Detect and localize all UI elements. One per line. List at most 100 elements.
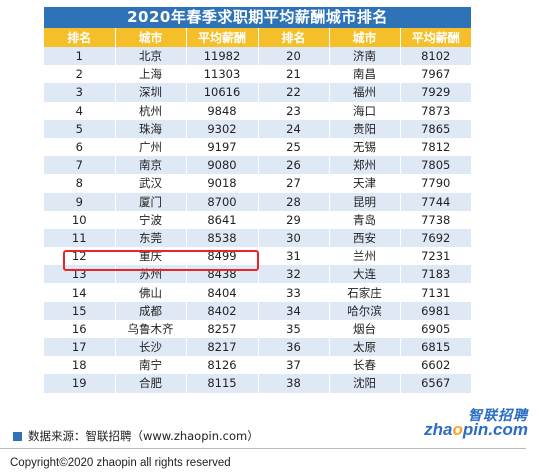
cell-salary-right: 7231 [400, 247, 471, 266]
cell-rank-left: 16 [44, 319, 116, 338]
cell-rank-right: 36 [258, 338, 330, 357]
header-salary-right: 平均薪酬 [400, 28, 471, 47]
cell-rank-left: 11 [44, 228, 116, 248]
cell-city-right: 青岛 [329, 210, 401, 229]
table-row: 4 杭州 9848 23 海口 7873 [44, 101, 471, 120]
table-body: 1 北京 11982 20 济南 8102 2 上海 11303 21 南昌 7967 3 深圳 10616… [44, 47, 471, 393]
salary-ranking-table: 排名 城市 平均薪酬 排名 城市 平均薪酬 1 北京 11982 20 济南 8102 2 上… [44, 28, 471, 393]
header-rank-right: 排名 [258, 28, 330, 47]
cell-rank-left: 3 [44, 83, 116, 102]
cell-salary-left: 8217 [186, 338, 259, 357]
cell-city-right: 济南 [329, 47, 401, 66]
cell-city-right: 贵阳 [329, 119, 401, 138]
cell-salary-right: 7790 [400, 174, 471, 193]
cell-rank-right: 38 [258, 374, 330, 393]
table-row: 6 广州 9197 25 无锡 7812 [44, 137, 471, 157]
cell-salary-left: 9018 [186, 174, 259, 193]
cell-salary-right: 7738 [400, 210, 471, 229]
cell-city-right: 无锡 [329, 137, 401, 157]
cell-city-right: 南昌 [329, 65, 401, 84]
table-row: 10 宁波 8641 29 青岛 7738 [44, 210, 471, 229]
cell-salary-right: 7812 [400, 137, 471, 157]
cell-salary-right: 7805 [400, 156, 471, 175]
header-salary-left: 平均薪酬 [186, 28, 259, 47]
cell-city-right: 沈阳 [329, 374, 401, 393]
table-row: 18 南宁 8126 37 长春 6602 [44, 356, 471, 375]
cell-salary-left: 8641 [186, 210, 259, 229]
cell-rank-right: 25 [258, 137, 330, 157]
cell-rank-right: 37 [258, 356, 330, 375]
cell-salary-left: 11303 [186, 65, 259, 84]
cell-city-left: 南京 [115, 156, 187, 175]
cell-salary-left: 8538 [186, 228, 259, 248]
source-text: 数据来源：智联招聘（www.zhaopin.com） [28, 429, 259, 443]
cell-city-left: 广州 [115, 137, 187, 157]
cell-rank-right: 22 [258, 83, 330, 102]
cell-salary-left: 9080 [186, 156, 259, 175]
logo-en-text: zhaopin.com [424, 420, 528, 440]
table-row: 14 佛山 8404 33 石家庄 7131 [44, 283, 471, 302]
cell-salary-right: 7131 [400, 283, 471, 302]
cell-city-left: 宁波 [115, 210, 187, 229]
table-row: 19 合肥 8115 38 沈阳 6567 [44, 374, 471, 393]
cell-city-right: 海口 [329, 101, 401, 120]
table-row: 9 厦门 8700 28 昆明 7744 [44, 192, 471, 211]
cell-city-right: 天津 [329, 174, 401, 193]
cell-city-right: 长春 [329, 356, 401, 375]
cell-rank-left: 4 [44, 101, 116, 120]
cell-city-left: 武汉 [115, 174, 187, 193]
cell-rank-right: 32 [258, 265, 330, 284]
cell-city-left: 长沙 [115, 338, 187, 357]
cell-rank-right: 20 [258, 47, 330, 66]
cell-salary-right: 6567 [400, 374, 471, 393]
cell-salary-left: 8402 [186, 301, 259, 320]
table-row: 15 成都 8402 34 哈尔滨 6981 [44, 301, 471, 320]
cell-rank-right: 29 [258, 210, 330, 229]
cell-city-right: 哈尔滨 [329, 301, 401, 320]
cell-city-right: 昆明 [329, 192, 401, 211]
cell-salary-right: 7183 [400, 265, 471, 284]
cell-salary-left: 8404 [186, 283, 259, 302]
cell-city-left: 上海 [115, 65, 187, 84]
table-row: 17 长沙 8217 36 太原 6815 [44, 338, 471, 357]
cell-rank-right: 24 [258, 119, 330, 138]
cell-salary-right: 7929 [400, 83, 471, 102]
cell-city-right: 福州 [329, 83, 401, 102]
cell-rank-left: 1 [44, 47, 116, 66]
logo-en-o: o [452, 420, 463, 439]
cell-rank-right: 26 [258, 156, 330, 175]
table-row: 3 深圳 10616 22 福州 7929 [44, 83, 471, 102]
cell-city-right: 兰州 [329, 247, 401, 266]
cell-rank-left: 17 [44, 338, 116, 357]
cell-rank-right: 21 [258, 65, 330, 84]
source-marker-square [13, 431, 22, 441]
cell-rank-left: 10 [44, 210, 116, 229]
cell-salary-right: 8102 [400, 47, 471, 66]
cell-rank-left: 19 [44, 374, 116, 393]
cell-city-left: 乌鲁木齐 [115, 319, 187, 338]
cell-salary-left: 9302 [186, 119, 259, 138]
table-title: 2020年春季求职期平均薪酬城市排名 [44, 7, 471, 28]
table-row: 1 北京 11982 20 济南 8102 [44, 47, 471, 66]
logo-en-pre: zha [424, 420, 453, 439]
cell-rank-right: 34 [258, 301, 330, 320]
cell-salary-left: 8126 [186, 356, 259, 375]
footer-divider [0, 448, 526, 449]
cell-city-left: 东莞 [115, 228, 187, 248]
cell-salary-left: 10616 [186, 83, 259, 102]
table-row: 11 东莞 8538 30 西安 7692 [44, 228, 471, 248]
header-city-left: 城市 [115, 28, 187, 47]
cell-salary-left: 9197 [186, 137, 259, 157]
cell-salary-right: 7744 [400, 192, 471, 211]
table-row: 5 珠海 9302 24 贵阳 7865 [44, 119, 471, 138]
cell-salary-right: 7873 [400, 101, 471, 120]
cell-salary-right: 6815 [400, 338, 471, 357]
cell-rank-right: 27 [258, 174, 330, 193]
cell-rank-left: 6 [44, 137, 116, 157]
cell-city-right: 西安 [329, 228, 401, 248]
cell-city-right: 石家庄 [329, 283, 401, 302]
cell-rank-right: 28 [258, 192, 330, 211]
cell-rank-right: 23 [258, 101, 330, 120]
cell-salary-left: 8115 [186, 374, 259, 393]
cell-salary-right: 7967 [400, 65, 471, 84]
